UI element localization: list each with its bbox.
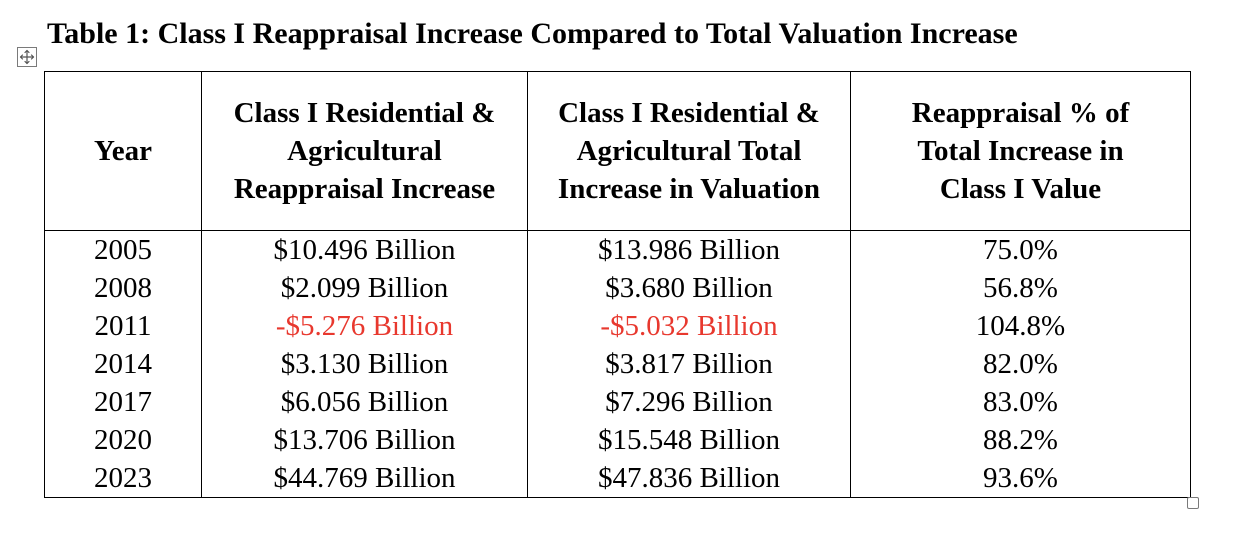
cell-percent-bold: 93.6% — [850, 459, 1191, 498]
cell-total: $15.548 Billion — [527, 421, 851, 459]
cell-total: $3.680 Billion — [527, 269, 851, 307]
header-reappraisal-percent: Reappraisal % of Total Increase in Class… — [850, 71, 1191, 231]
cell-reappraisal: $2.099 Billion — [201, 269, 528, 307]
table-row: 2023 $44.769 Billion $47.836 Billion 93.… — [44, 459, 1191, 498]
header-reappraisal-text: Class I Residential & Agricultural Reapp… — [233, 97, 496, 205]
cell-reappraisal: $6.056 Billion — [201, 383, 528, 421]
cell-year: 2014 — [44, 345, 202, 383]
table-row: 2005 $10.496 Billion $13.986 Billion 75.… — [44, 230, 1191, 269]
move-arrows-icon[interactable] — [17, 47, 37, 67]
cell-total: $7.296 Billion — [527, 383, 851, 421]
valuation-table: Year Class I Residential & Agricultural … — [44, 71, 1191, 498]
cell-reappraisal: $13.706 Billion — [201, 421, 528, 459]
cell-percent: 75.0% — [850, 230, 1191, 269]
table-row: 2017 $6.056 Billion $7.296 Billion 83.0% — [44, 383, 1191, 421]
cell-total-negative: -$5.032 Billion — [527, 307, 851, 345]
header-year: Year — [44, 71, 202, 231]
cell-percent: 56.8% — [850, 269, 1191, 307]
cell-reappraisal-bold: $44.769 Billion — [201, 459, 528, 498]
header-total-increase: Class I Residential & Agricultural Total… — [527, 71, 851, 231]
table-caption: Table 1: Class I Reappraisal Increase Co… — [47, 17, 1018, 50]
cell-year: 2008 — [44, 269, 202, 307]
resize-square-icon[interactable] — [1187, 497, 1199, 509]
cell-total: $47.836 Billion — [527, 459, 851, 498]
cell-percent: 82.0% — [850, 345, 1191, 383]
header-total-text: Class I Residential & Agricultural Total… — [557, 97, 821, 205]
cell-percent: 88.2% — [850, 421, 1191, 459]
cell-reappraisal-negative: -$5.276 Billion — [201, 307, 528, 345]
cell-year: 2005 — [44, 230, 202, 269]
cell-total: $3.817 Billion — [527, 345, 851, 383]
table-row: 2020 $13.706 Billion $15.548 Billion 88.… — [44, 421, 1191, 459]
cell-year: 2017 — [44, 383, 202, 421]
cell-total: $13.986 Billion — [527, 230, 851, 269]
table-row: 2011 -$5.276 Billion -$5.032 Billion 104… — [44, 307, 1191, 345]
table-row: 2014 $3.130 Billion $3.817 Billion 82.0% — [44, 345, 1191, 383]
cell-percent: 104.8% — [850, 307, 1191, 345]
cell-reappraisal: $3.130 Billion — [201, 345, 528, 383]
cell-year: 2023 — [44, 459, 202, 498]
cell-reappraisal: $10.496 Billion — [201, 230, 528, 269]
header-row: Year Class I Residential & Agricultural … — [44, 71, 1191, 231]
header-reappraisal-increase: Class I Residential & Agricultural Reapp… — [201, 71, 528, 231]
cell-year: 2011 — [44, 307, 202, 345]
header-percent-text: Reappraisal % of Total Increase in Class… — [911, 97, 1130, 205]
table-row: 2008 $2.099 Billion $3.680 Billion 56.8% — [44, 269, 1191, 307]
cell-year: 2020 — [44, 421, 202, 459]
cell-percent: 83.0% — [850, 383, 1191, 421]
